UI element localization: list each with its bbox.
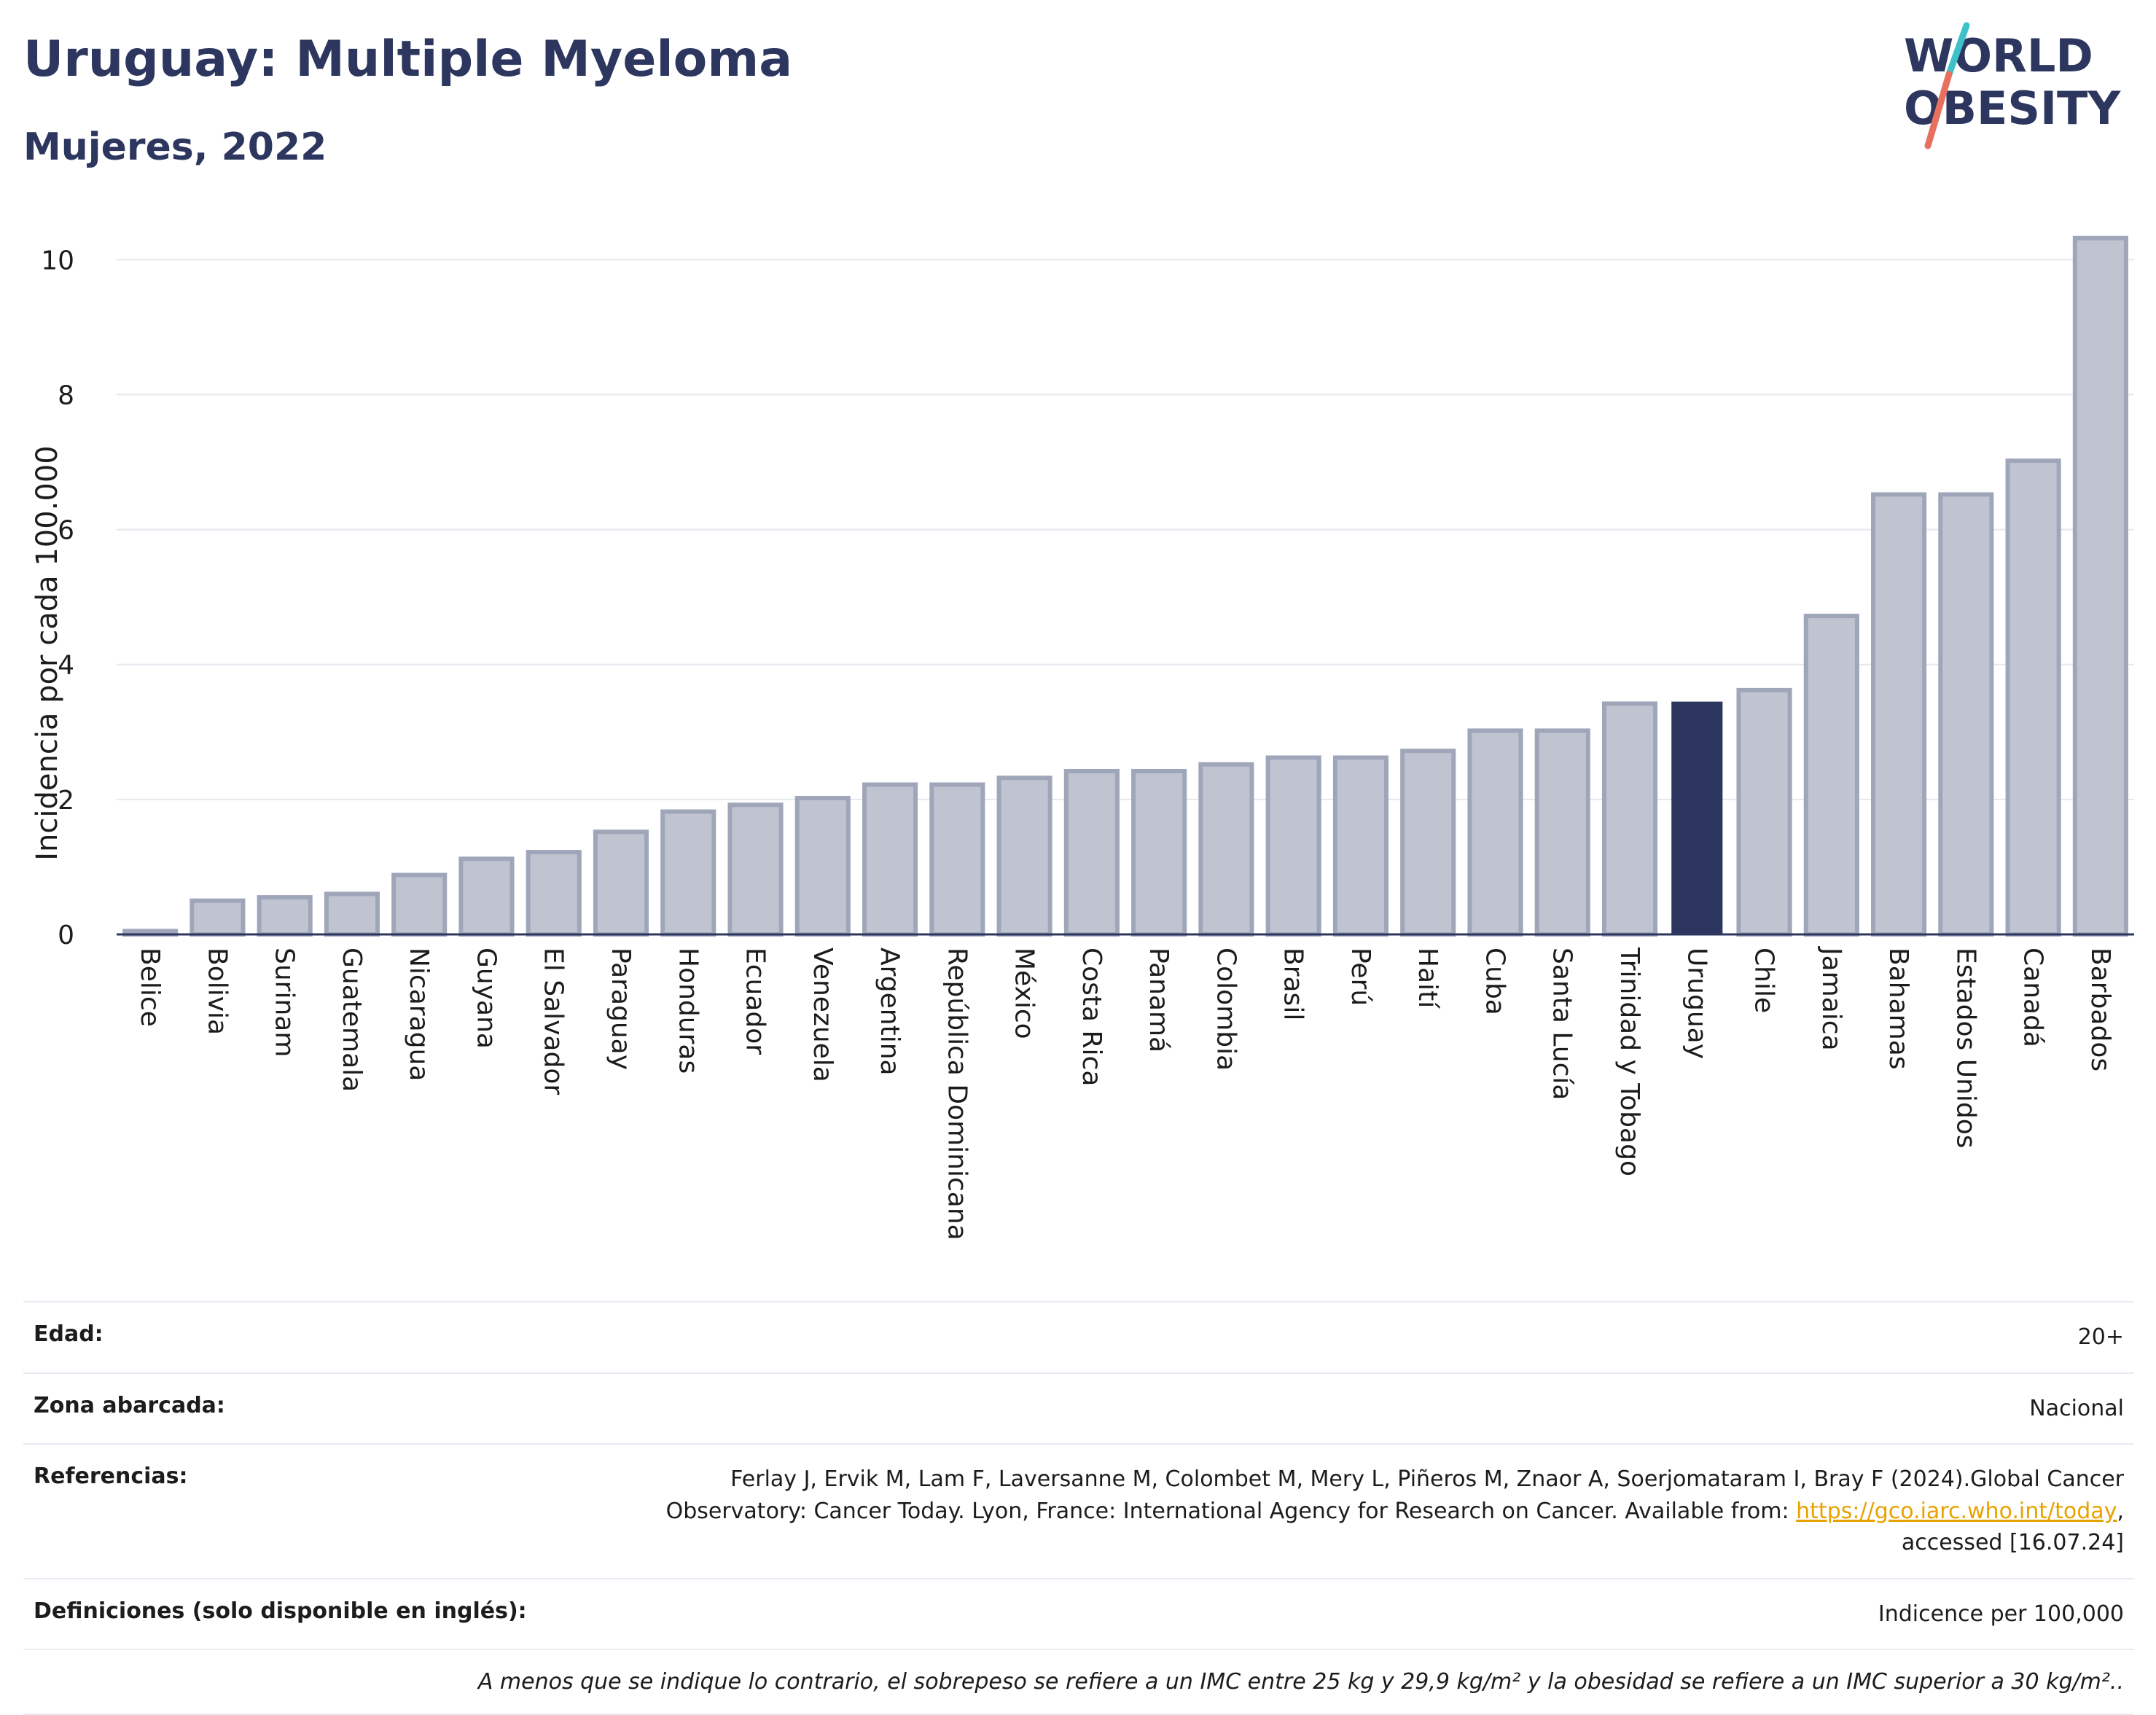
x-tick-label: Jamaica [1816,946,1846,1051]
x-tick-label: Uruguay [1682,948,1711,1059]
x-tick-label: Estados Unidos [1950,948,1980,1149]
x-tick-label: Guatemala [337,948,367,1092]
y-axis-ticks: 0 2 4 6 8 10 [41,246,74,950]
logo-slash-bottom [1924,71,1953,149]
references-value: Ferlay J, Ervik M, Lam F, Laversanne M, … [666,1464,2124,1559]
bar-uruguay [1671,701,1723,934]
x-tick-label: Haití [1413,948,1442,1009]
info-row-references: Referencias: Ferlay J, Ervik M, Lam F, L… [23,1443,2134,1578]
x-tick-label: Santa Lucía [1547,948,1577,1100]
x-tick-label: Trinidad y Tobago [1614,947,1644,1176]
y-tick-label: 8 [58,380,74,410]
x-tick-label: México [1009,948,1039,1039]
info-note-row: A menos que se indique lo contrario, el … [23,1649,2134,1715]
x-tick-label: Argentina [875,948,905,1076]
logo-slash-top [1945,22,1970,78]
definitions-value: Indicence per 100,000 [1878,1601,2124,1627]
bar-república-dominicana [929,782,985,937]
bar-surinam [257,895,313,937]
bar-argentina [862,782,918,937]
page-title: Uruguay: Multiple Myeloma [23,31,793,88]
age-value: 20+ [2077,1324,2124,1350]
info-row-definitions: Definiciones (solo disponible en inglés)… [23,1577,2134,1649]
x-tick-label: Paraguay [606,948,636,1070]
bar-santa-lucía [1534,728,1590,937]
info-row-age: Edad: 20+ [23,1301,2134,1372]
x-tick-label: Canadá [2018,948,2048,1047]
bar-trinidad-y-tobago [1601,701,1658,937]
grid-lines [117,259,2134,800]
x-tick-label: Chile [1749,948,1779,1013]
bar-cuba [1467,728,1523,937]
bar-venezuela [794,796,851,937]
world-obesity-logo: WORLD OBESITY [1904,22,2121,149]
bar-canadá [2005,458,2061,937]
y-tick-label: 4 [58,651,74,681]
bar-guatemala [324,891,380,937]
x-tick-label: Bahamas [1883,948,1913,1070]
bar-paraguay [593,829,649,937]
bar-costa-rica [1063,768,1120,937]
page-subtitle: Mujeres, 2022 [23,125,327,169]
bar-guyana [458,856,515,937]
bar-haití [1400,749,1456,937]
x-tick-label: Cuba [1480,948,1509,1015]
references-line2: Observatory: Cancer Today. Lyon, France:… [665,1498,1797,1524]
x-tick-label: Panamá [1144,948,1173,1052]
x-axis-ticks: Belice Bolivia Surinam Guatemala Nicaragua Gu… [135,946,2115,1241]
bar-honduras [660,809,716,937]
zone-label: Zona abarcada: [34,1392,225,1418]
bars [122,235,2128,937]
x-tick-label: Costa Rica [1077,948,1106,1086]
zone-value: Nacional [2029,1395,2124,1421]
x-tick-label: Belice [135,948,165,1027]
bar-chile [1736,687,1792,937]
x-tick-label: República Dominicana [942,948,972,1241]
x-tick-label: Colombia [1211,948,1241,1071]
y-axis-label: Incidencia por cada 100.000 [31,445,64,861]
x-tick-label: Guyana [471,948,501,1049]
bar-colombia [1198,762,1254,937]
x-tick-label: Perú [1345,948,1375,1006]
y-tick-label: 6 [58,516,74,546]
bar-nicaragua [391,872,448,937]
bar-el-salvador [526,850,582,937]
bar-bolivia [190,898,246,937]
references-label: Referencias: [34,1464,188,1489]
logo-line1: WORLD [1904,29,2093,82]
references-line3: accessed [16.07.24] [1901,1530,2124,1555]
x-tick-label: Bolivia [202,948,232,1035]
x-tick-label: Venezuela [808,948,837,1082]
bar-estados-unidos [1938,492,1994,937]
y-tick-label: 2 [58,786,74,816]
x-tick-label: Barbados [2085,948,2115,1071]
bar-ecuador [727,802,784,937]
references-link[interactable]: https://gco.iarc.who.int/today [1796,1498,2117,1524]
bar-barbados [2072,235,2128,937]
bar-méxico [996,776,1052,937]
bar-chart: 0 2 4 6 8 10 Belice Bolivia Surinam Guatemala Nic… [31,235,2134,1241]
x-tick-label: Brasil [1278,948,1308,1020]
x-tick-label: El Salvador [539,948,569,1095]
bar-bahamas [1871,492,1927,937]
info-table: Edad: 20+ Zona abarcada: Nacional Refere… [23,1301,2134,1715]
x-tick-label: Surinam [270,948,300,1057]
y-tick-label: 0 [58,921,74,950]
age-label: Edad: [34,1321,103,1347]
obesity-note: A menos que se indique lo contrario, el … [477,1669,2124,1695]
bar-perú [1332,755,1388,937]
y-tick-label: 10 [41,246,74,276]
x-tick-label: Nicaragua [404,948,434,1081]
info-row-zone: Zona abarcada: Nacional [23,1372,2134,1444]
references-line2-suffix: , [2117,1498,2124,1524]
references-line1: Ferlay J, Ervik M, Lam F, Laversanne M, … [730,1466,2124,1492]
x-tick-label: Honduras [673,948,703,1074]
definitions-label: Definiciones (solo disponible en inglés)… [34,1598,527,1624]
bar-jamaica [1803,614,1859,937]
x-tick-label: Ecuador [741,948,770,1055]
bar-brasil [1265,755,1321,937]
bar-panamá [1131,768,1187,937]
